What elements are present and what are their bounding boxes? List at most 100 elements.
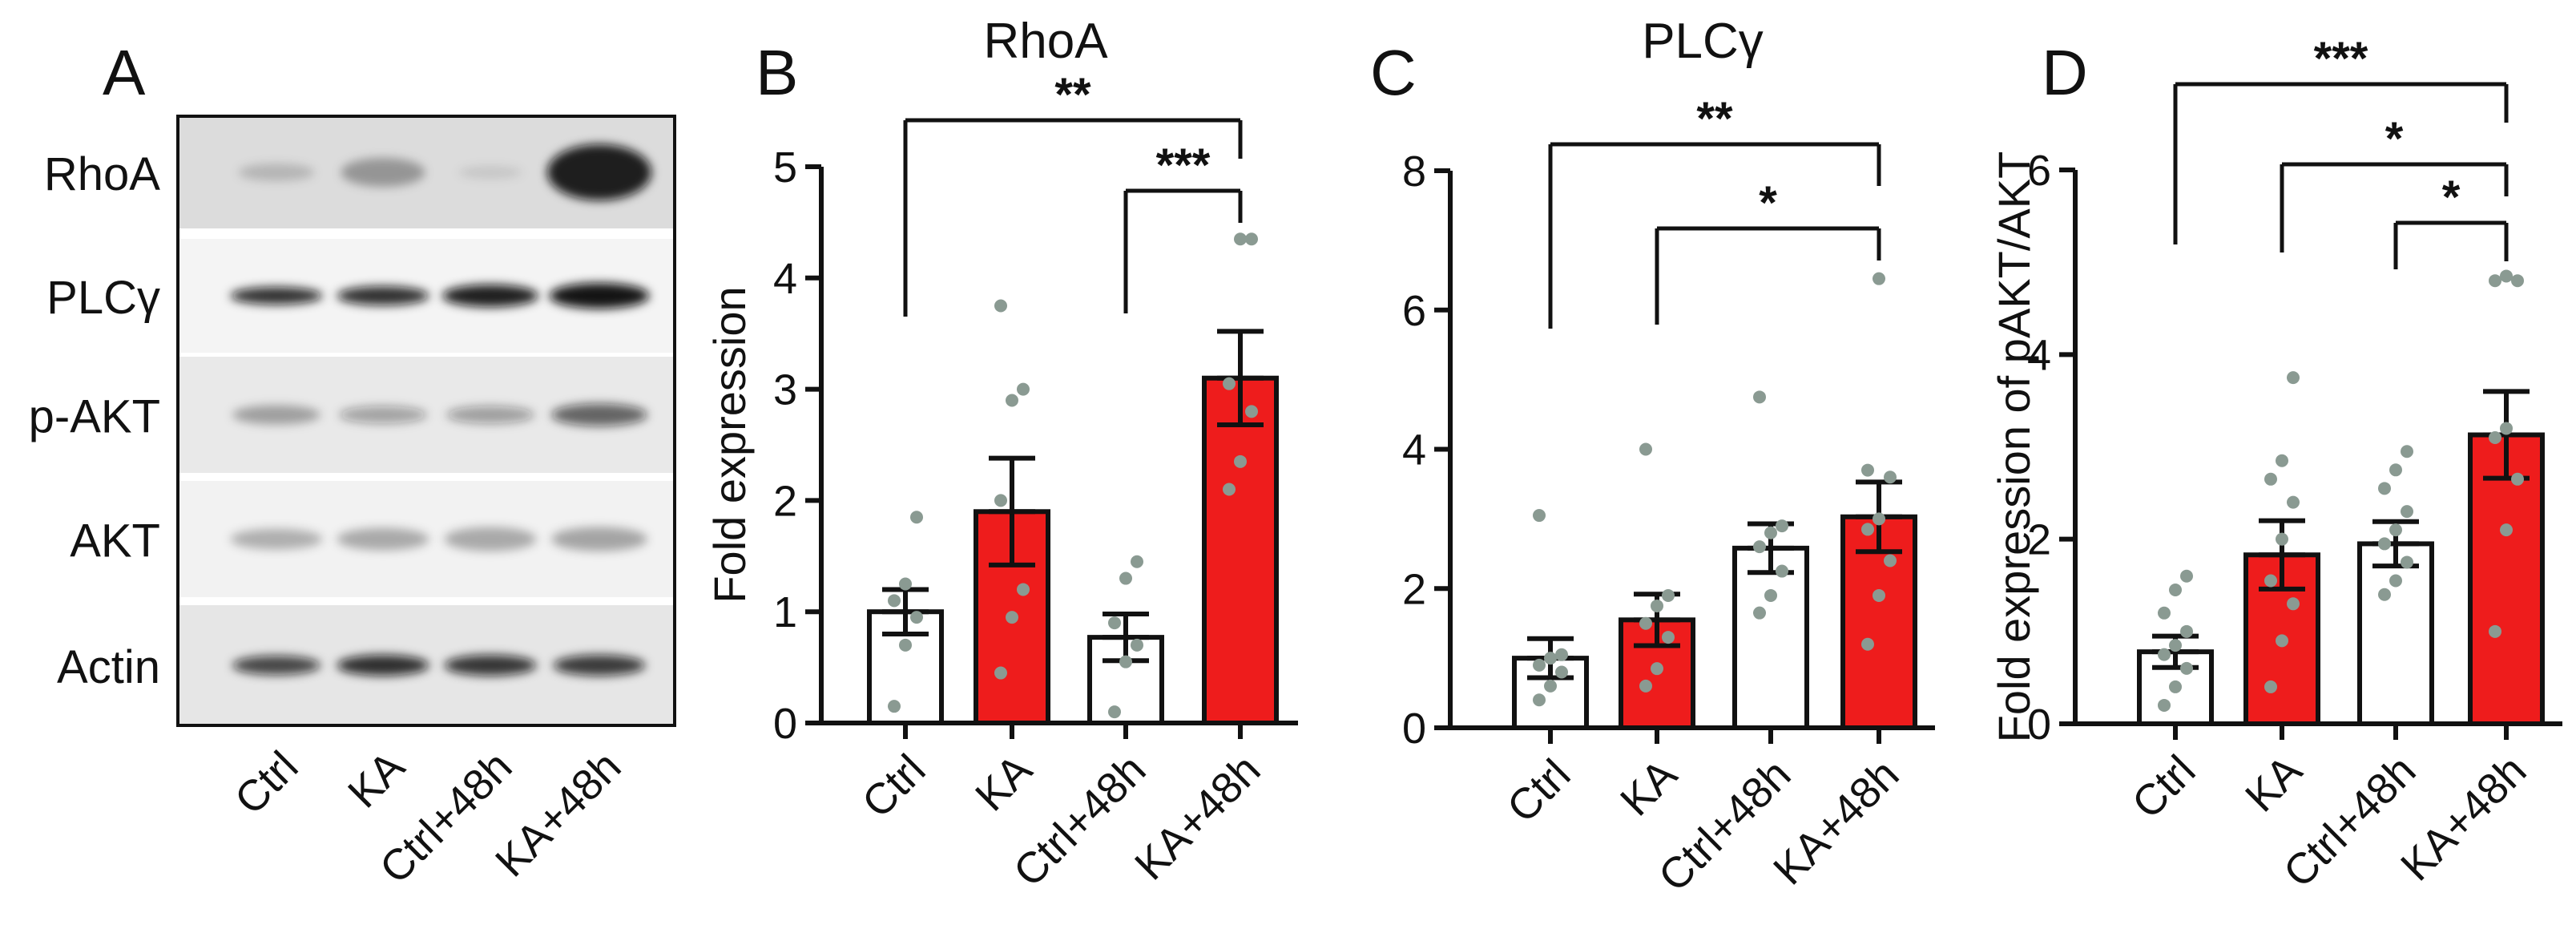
data-point: [2511, 472, 2524, 486]
blot-row-label: RhoA: [44, 148, 160, 200]
data-point: [1119, 655, 1132, 668]
data-point: [1533, 693, 1546, 707]
data-point: [1245, 405, 1258, 418]
data-point: [2500, 523, 2513, 537]
blot-band: [339, 406, 427, 424]
data-point: [994, 666, 1007, 680]
data-point: [1884, 471, 1897, 484]
y-tick-label: 5: [773, 143, 797, 192]
data-point: [2287, 597, 2300, 611]
blot-band: [341, 158, 425, 187]
x-tick-label: KA+48h: [1126, 745, 1269, 889]
x-tick-label: KA: [966, 745, 1041, 820]
blot-band: [230, 287, 323, 305]
data-point: [1861, 637, 1874, 651]
panel-label-a: A: [103, 37, 146, 108]
data-point: [1873, 512, 1885, 526]
data-point: [1017, 583, 1030, 596]
data-point: [2276, 634, 2288, 648]
data-point: [1662, 631, 1675, 644]
data-point: [1223, 483, 1236, 496]
data-point: [2401, 445, 2413, 458]
data-point: [2287, 371, 2300, 385]
data-point: [1776, 519, 1788, 533]
blot-row-label: p-AKT: [29, 391, 160, 443]
y-tick-label: 3: [773, 366, 797, 414]
y-tick-label: 0: [2027, 701, 2051, 749]
data-point: [2378, 482, 2391, 495]
blot-row-label: PLCγ: [46, 272, 160, 324]
blot-band: [458, 166, 522, 179]
data-point: [1651, 599, 1663, 612]
data-point: [2264, 472, 2277, 486]
data-point: [2264, 680, 2277, 693]
y-tick-label: 2: [2027, 516, 2051, 564]
y-tick-label: 4: [773, 255, 797, 303]
data-point: [1555, 665, 1568, 679]
data-point: [2180, 661, 2193, 675]
sig-label: ***: [1156, 139, 1211, 192]
data-point: [2500, 422, 2513, 435]
data-point: [2169, 584, 2182, 597]
data-point: [1639, 679, 1652, 693]
data-point: [1119, 572, 1132, 585]
blot-lane-label: KA: [339, 742, 413, 817]
sig-label: **: [1054, 69, 1091, 121]
blot-band: [444, 527, 537, 551]
x-tick-label: Ctrl: [853, 745, 935, 827]
data-point: [1245, 232, 1258, 246]
data-point: [2169, 639, 2182, 652]
data-point: [2389, 463, 2402, 477]
sig-label: **: [1696, 93, 1733, 145]
chart-title: RhoA: [983, 14, 1108, 69]
data-point: [1861, 523, 1874, 536]
y-tick-label: 4: [1402, 426, 1426, 475]
data-point: [1223, 377, 1236, 390]
y-tick-label: 6: [1402, 287, 1426, 335]
data-point: [2378, 588, 2391, 601]
data-point: [1764, 588, 1777, 602]
data-point: [1234, 454, 1247, 468]
data-point: [2180, 569, 2193, 583]
data-point: [1006, 394, 1018, 407]
x-tick-label: KA: [2236, 746, 2311, 821]
data-point: [1544, 652, 1557, 665]
chart-title: PLCγ: [1642, 14, 1764, 69]
data-point: [2276, 454, 2288, 467]
y-tick-label: 0: [773, 700, 797, 748]
sig-label: *: [2442, 172, 2461, 224]
blot-band: [337, 527, 429, 551]
data-point: [2489, 274, 2501, 288]
x-tick-label: Ctrl: [2123, 746, 2205, 828]
data-point: [1006, 611, 1018, 624]
data-point: [2180, 624, 2193, 638]
data-point: [888, 700, 901, 713]
data-point: [1017, 382, 1030, 396]
data-point: [1108, 705, 1121, 719]
blot-band: [446, 406, 534, 424]
blot-band: [232, 405, 320, 425]
data-point: [2158, 648, 2171, 661]
data-point: [910, 611, 923, 624]
bar: [1202, 375, 1279, 725]
data-point: [910, 511, 923, 524]
data-point: [1776, 564, 1788, 578]
data-point: [1108, 616, 1121, 630]
sig-label: ***: [2314, 33, 2368, 85]
blot-band: [551, 527, 647, 551]
panel-label: D: [2042, 37, 2088, 108]
panel-label: C: [1370, 37, 1417, 108]
bar: [2357, 541, 2434, 726]
y-tick-label: 4: [2027, 331, 2051, 379]
data-point: [994, 494, 1007, 507]
blot-band: [549, 283, 650, 309]
panel-label: B: [756, 37, 798, 108]
blot-band: [238, 164, 315, 181]
y-tick-label: 2: [1402, 565, 1426, 613]
y-tick-label: 6: [2027, 147, 2051, 195]
blot-band: [547, 144, 651, 200]
